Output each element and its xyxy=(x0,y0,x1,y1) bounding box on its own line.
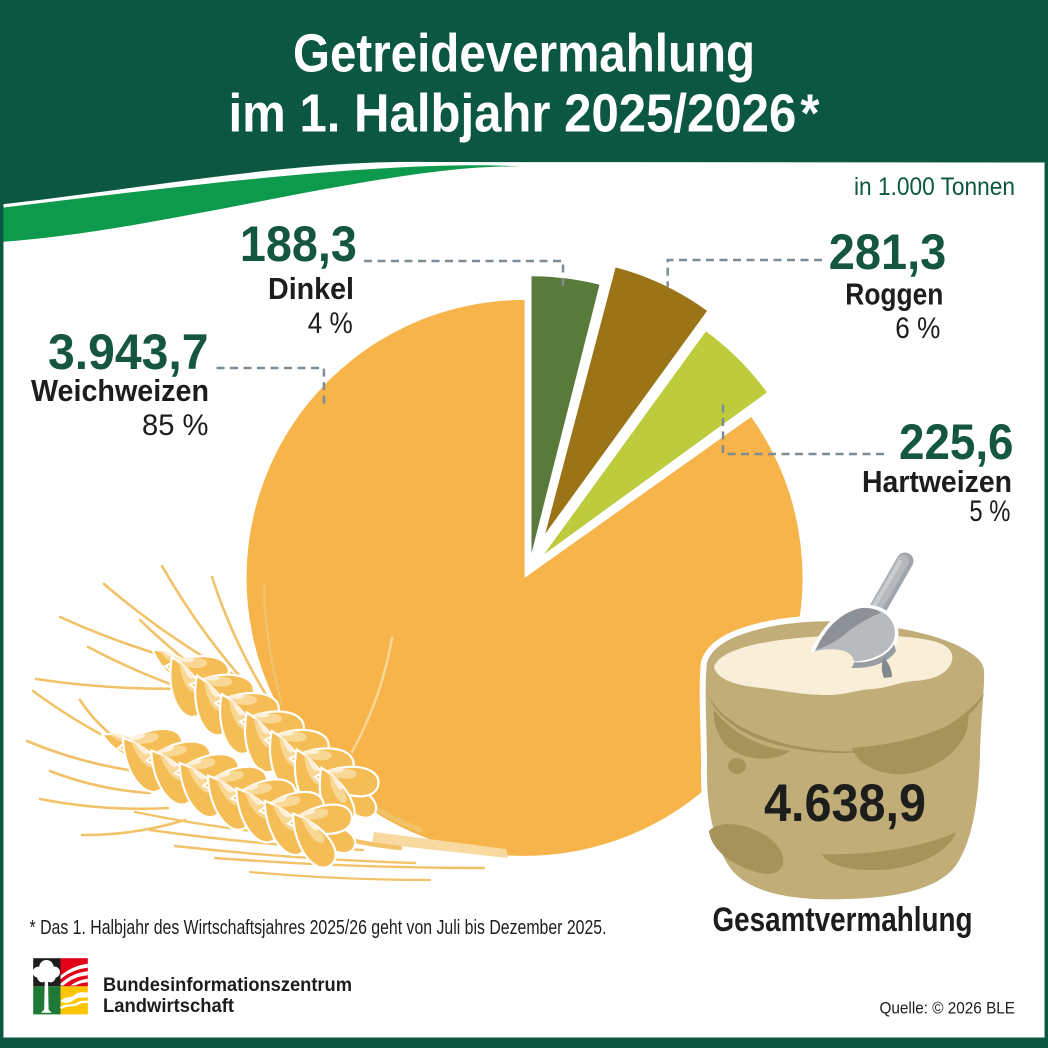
svg-text:5 %: 5 % xyxy=(969,495,1010,528)
svg-text:Landwirtschaft: Landwirtschaft xyxy=(103,995,234,1017)
svg-text:6 %: 6 % xyxy=(895,312,940,345)
svg-text:Dinkel: Dinkel xyxy=(268,271,354,306)
svg-text:Hartweizen: Hartweizen xyxy=(862,464,1012,499)
svg-text:3.943,7: 3.943,7 xyxy=(48,324,209,380)
svg-text:Roggen: Roggen xyxy=(845,277,943,312)
svg-text:4 %: 4 % xyxy=(308,307,353,340)
svg-text:* Das 1. Halbjahr des Wirtscha: * Das 1. Halbjahr des Wirtschaftsjahres … xyxy=(30,917,607,939)
svg-text:Gesamtvermahlung: Gesamtvermahlung xyxy=(713,901,973,939)
svg-text:85 %: 85 % xyxy=(142,409,209,442)
svg-text:281,3: 281,3 xyxy=(829,224,947,280)
svg-text:Quelle: © 2026 BLE: Quelle: © 2026 BLE xyxy=(880,1000,1016,1018)
svg-text:188,3: 188,3 xyxy=(240,216,357,272)
svg-text:in 1.000 Tonnen: in 1.000 Tonnen xyxy=(854,173,1015,201)
svg-text:Weichweizen: Weichweizen xyxy=(31,373,209,408)
svg-text:Bundesinformationszentrum: Bundesinformationszentrum xyxy=(103,974,352,996)
svg-text:im 1. Halbjahr 2025/2026 *: im 1. Halbjahr 2025/2026 * xyxy=(229,84,820,144)
svg-text:4.638,9: 4.638,9 xyxy=(764,774,926,833)
svg-text:Getreidevermahlung: Getreidevermahlung xyxy=(293,24,755,84)
svg-text:225,6: 225,6 xyxy=(899,414,1014,470)
